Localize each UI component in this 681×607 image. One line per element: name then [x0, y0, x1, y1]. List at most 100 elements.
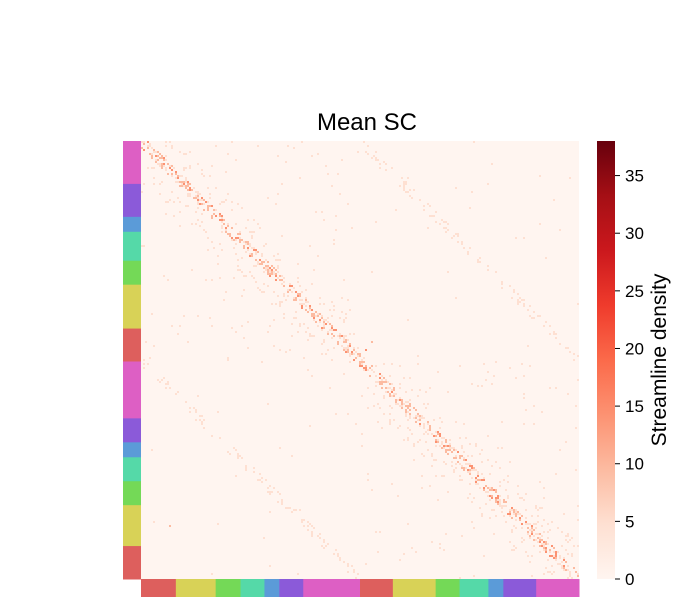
heatmap-cell-375 — [223, 299, 225, 301]
heatmap-cell-241 — [195, 195, 197, 197]
heatmap-cell-471 — [245, 217, 247, 219]
heatmap-cell-1638 — [491, 465, 493, 467]
heatmap-cell-1659 — [495, 497, 497, 499]
heatmap-cell-1068 — [371, 489, 373, 491]
heatmap-cell-798 — [311, 335, 313, 337]
heatmap-cell-1047 — [367, 369, 369, 371]
heatmap-cell-882 — [329, 299, 331, 301]
heatmap-cell-753 — [303, 315, 305, 317]
heatmap-cell-1091 — [377, 421, 379, 423]
heatmap-cell-858 — [323, 339, 325, 341]
heatmap-cell-1916 — [545, 257, 547, 259]
heatmap-cell-58 — [155, 161, 157, 163]
heatmap-cell-1491 — [459, 577, 461, 579]
heatmap-cell-556 — [263, 261, 265, 263]
heatmap-cell-598 — [269, 275, 271, 277]
heatmap-cell-1743 — [515, 237, 517, 239]
heatmap-cell-1611 — [485, 401, 487, 403]
heatmap-cell-109 — [167, 167, 169, 169]
heatmap-cell-310 — [207, 423, 209, 425]
heatmap-cell-1935 — [547, 559, 549, 561]
heatmap-cell-1620 — [487, 269, 489, 271]
heatmap-cell-1033 — [363, 367, 365, 369]
heatmap-cell-1494 — [461, 247, 463, 249]
heatmap-cell-1107 — [381, 375, 383, 377]
heatmap-cell-284 — [201, 415, 203, 417]
heatmap-cell-422 — [233, 447, 235, 449]
heatmap-cell-637 — [277, 265, 279, 267]
heatmap-cell-82 — [161, 375, 163, 377]
heatmap-cell-1036 — [365, 151, 367, 153]
heatmap-cell-763 — [305, 299, 307, 301]
heatmap-cell-2062 — [577, 379, 579, 381]
heatmap-cell-43 — [151, 375, 153, 377]
heatmap-cell-824 — [317, 167, 319, 169]
heatmap-cell-29 — [149, 151, 151, 153]
colorbar — [597, 141, 615, 579]
heatmap-cell-1589 — [479, 479, 481, 481]
heatmap-cell-1984 — [557, 563, 559, 565]
heatmap-cell-1146 — [389, 403, 391, 405]
heatmap-cell-1791 — [523, 303, 525, 305]
heatmap-cell-1252 — [409, 415, 411, 417]
heatmap-cell-1559 — [473, 517, 475, 519]
heatmap-cell-1178 — [395, 399, 397, 401]
heatmap-cell-413 — [231, 239, 233, 241]
heatmap-cell-1583 — [477, 483, 479, 485]
heatmap-cell-893 — [331, 315, 333, 317]
heatmap-cell-1539 — [469, 483, 471, 485]
heatmap-cell-2060 — [577, 303, 579, 305]
heatmap-cell-535 — [257, 477, 259, 479]
heatmap-cell-1915 — [545, 155, 547, 157]
heatmap-cell-565 — [263, 537, 265, 539]
heatmap-cell-528 — [257, 237, 259, 239]
heatmap-cell-1885 — [539, 539, 541, 541]
heatmap-cell-661 — [281, 283, 283, 285]
heatmap-cell-316 — [209, 209, 211, 211]
left-module-block-12 — [123, 505, 141, 547]
heatmap-cell-566 — [265, 177, 267, 179]
heatmap-cell-1498 — [461, 459, 463, 461]
heatmap-cell-845 — [321, 329, 323, 331]
heatmap-cell-236 — [193, 333, 195, 335]
heatmap-cell-2029 — [567, 569, 569, 571]
heatmap-cell-716 — [295, 327, 297, 329]
heatmap-cell-31 — [149, 169, 151, 171]
heatmap-cell-1988 — [559, 403, 561, 405]
heatmap-cell-1747 — [515, 509, 517, 511]
heatmap-cell-380 — [225, 199, 227, 201]
heatmap-cell-1101 — [379, 397, 381, 399]
heatmap-cell-1686 — [501, 511, 503, 513]
heatmap-cell-654 — [279, 349, 281, 351]
heatmap-cell-795 — [311, 313, 313, 315]
heatmap-cell-729 — [299, 293, 301, 295]
heatmap-cell-1801 — [525, 409, 527, 411]
heatmap-cell-521 — [255, 281, 257, 283]
heatmap-cell-45 — [153, 141, 155, 143]
heatmap-cell-452 — [239, 269, 241, 271]
heatmap-cell-913 — [335, 413, 337, 415]
heatmap-cell-336 — [215, 145, 217, 147]
heatmap-cell-429 — [235, 261, 237, 263]
heatmap-cell-2067 — [577, 573, 579, 575]
heatmap-cell-1195 — [399, 387, 401, 389]
heatmap-cell-1336 — [429, 205, 431, 207]
heatmap-cell-386 — [225, 345, 227, 347]
heatmap-cell-876 — [327, 333, 329, 335]
heatmap-cell-1969 — [555, 407, 557, 409]
heatmap-cell-1538 — [469, 473, 471, 475]
heatmap-cell-1247 — [409, 399, 411, 401]
heatmap-cell-1892 — [541, 467, 543, 469]
heatmap-cell-1403 — [443, 221, 445, 223]
heatmap-cell-885 — [329, 323, 331, 325]
heatmap-cell-861 — [323, 539, 325, 541]
heatmap-cell-1451 — [451, 461, 453, 463]
heatmap-cell-1275 — [415, 551, 417, 553]
heatmap-cell-443 — [237, 455, 239, 457]
heatmap-cell-1476 — [455, 463, 457, 465]
heatmap-cell-953 — [345, 205, 347, 207]
heatmap-cell-875 — [327, 331, 329, 333]
left-module-block-0 — [123, 141, 141, 185]
heatmap-cell-576 — [265, 289, 267, 291]
